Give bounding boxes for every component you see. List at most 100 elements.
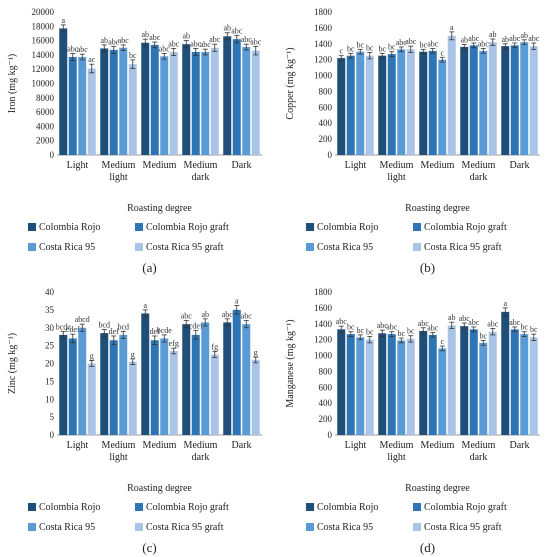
significance-letter: bcde <box>157 326 173 335</box>
bar-costa-rica-95-graft <box>88 364 96 436</box>
bar-costa-rica-95 <box>479 343 487 435</box>
bar-colombia-rojo-graft <box>511 329 519 435</box>
significance-letter: ab <box>501 35 509 44</box>
x-tick-label: Medium <box>143 160 177 171</box>
legend-swatch <box>306 503 314 511</box>
y-tick-label: 1800 <box>314 287 333 297</box>
bar-colombia-rojo-graft <box>192 335 200 435</box>
x-tick-label: Light <box>345 440 367 451</box>
y-tick-label: 600 <box>319 102 333 112</box>
chart-panel-zinc: Zinc (mg kg⁻¹)0510152025303540bcdecdefab… <box>7 287 262 555</box>
significance-letter: bc <box>347 44 355 53</box>
legend-swatch <box>306 523 314 531</box>
x-tick-label: Medium <box>184 440 218 451</box>
x-tick-label: Dark <box>510 440 530 451</box>
y-tick-label: 25 <box>45 341 55 351</box>
significance-letter: abc <box>77 45 89 54</box>
y-tick-label: 400 <box>319 398 333 408</box>
panel-label: (c) <box>142 540 156 555</box>
significance-letter: abcd <box>75 315 90 324</box>
bar-costa-rica-95-graft <box>366 56 374 155</box>
bar-costa-rica-95-graft <box>448 36 456 155</box>
significance-letter: abc <box>405 37 417 46</box>
significance-letter: bc <box>407 327 415 336</box>
legend-label: Costa Rica 95 graft <box>424 242 502 253</box>
significance-letter: bc <box>129 51 137 60</box>
y-tick-label: 600 <box>319 382 333 392</box>
y-tick-label: 5 <box>50 412 55 422</box>
y-tick-label: 0 <box>50 430 55 440</box>
bar-colombia-rojo-graft <box>110 50 118 155</box>
significance-letter: a <box>450 23 454 32</box>
legend-label: Costa Rica 95 <box>39 242 95 253</box>
significance-letter: abc <box>478 40 490 49</box>
legend-swatch <box>413 523 421 531</box>
y-tick-label: 1400 <box>314 39 333 49</box>
significance-letter: ab <box>100 36 108 45</box>
significance-letter: abc <box>386 323 398 332</box>
y-tick-label: 800 <box>319 366 333 376</box>
x-tick-label: light <box>109 452 128 463</box>
y-axis-label: Manganese (mg kg⁻¹) <box>285 319 296 407</box>
bar-costa-rica-95 <box>242 47 250 155</box>
bar-costa-rica-95 <box>520 334 528 435</box>
bar-colombia-rojo <box>378 333 386 435</box>
y-tick-label: 0 <box>50 150 55 160</box>
legend-swatch <box>135 243 143 251</box>
bar-costa-rica-95-graft <box>407 339 415 435</box>
significance-letter: ab <box>489 30 497 39</box>
bar-colombia-rojo <box>337 329 345 435</box>
legend-swatch <box>28 243 36 251</box>
y-tick-label: 16000 <box>32 36 55 46</box>
bar-colombia-rojo-graft <box>233 310 241 435</box>
x-axis-label: Roasting degree <box>127 483 192 494</box>
bar-costa-rica-95 <box>242 324 250 435</box>
x-tick-label: Dark <box>232 440 252 451</box>
significance-letter: ab <box>182 32 190 41</box>
bar-colombia-rojo-graft <box>429 335 437 435</box>
x-tick-label: Dark <box>510 160 530 171</box>
bar-colombia-rojo-graft <box>470 45 478 155</box>
significance-letter: c <box>440 48 444 57</box>
y-tick-label: 1600 <box>314 23 333 33</box>
x-tick-label: Medium <box>143 440 177 451</box>
significance-letter: ab <box>201 310 209 319</box>
panel-label: (d) <box>420 540 435 555</box>
significance-letter: abc <box>118 36 130 45</box>
y-tick-label: 1400 <box>314 319 333 329</box>
bar-colombia-rojo-graft <box>151 45 159 155</box>
bar-colombia-rojo <box>501 46 509 155</box>
y-tick-label: 1000 <box>314 351 333 361</box>
bar-costa-rica-95-graft <box>407 49 415 155</box>
bar-costa-rica-95 <box>160 56 168 155</box>
legend-label: Costa Rica 95 graft <box>146 242 224 253</box>
bar-costa-rica-95-graft <box>129 362 137 435</box>
y-tick-label: 4000 <box>36 121 55 131</box>
legend-label: Colombia Rojo <box>39 502 100 513</box>
y-tick-label: 0 <box>328 430 333 440</box>
y-tick-label: 10 <box>45 394 55 404</box>
significance-letter: abc <box>149 33 161 42</box>
bar-costa-rica-95-graft <box>211 355 219 435</box>
significance-letter: bc <box>347 323 355 332</box>
y-tick-label: 1600 <box>314 303 333 313</box>
bar-costa-rica-95-graft <box>129 64 137 155</box>
legend-label: Costa Rica 95 <box>317 242 373 253</box>
significance-letter: abc <box>427 40 439 49</box>
x-tick-label: Medium <box>462 440 496 451</box>
significance-letter: cdef <box>66 325 80 334</box>
x-tick-label: Dark <box>232 160 252 171</box>
x-tick-label: Medium <box>102 440 136 451</box>
significance-letter: ab <box>520 31 528 40</box>
x-tick-label: Medium <box>421 440 455 451</box>
significance-letter: a <box>503 299 507 308</box>
bar-colombia-rojo <box>223 36 231 155</box>
y-tick-label: 20000 <box>32 7 55 17</box>
significance-letter: abc <box>168 39 180 48</box>
x-tick-label: dark <box>470 172 488 183</box>
x-axis-label: Roasting degree <box>405 483 470 494</box>
significance-letter: c <box>339 47 343 56</box>
y-tick-label: 1800 <box>314 7 333 17</box>
bar-colombia-rojo-graft <box>429 51 437 155</box>
